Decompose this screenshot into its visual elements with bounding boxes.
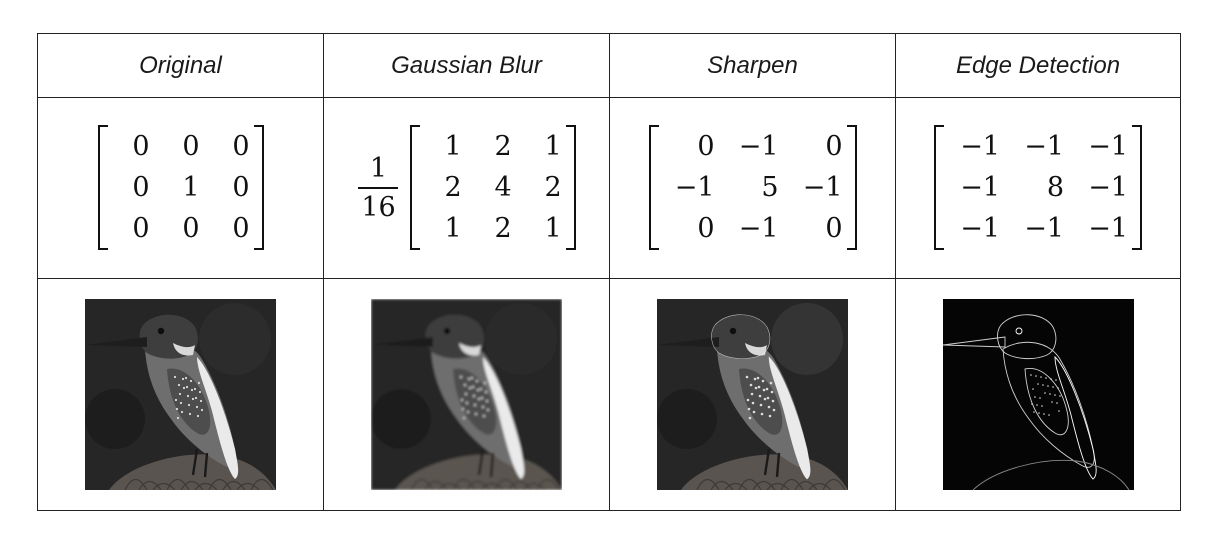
- kernel-matrix: 0 0 0 0 1 0 0 0 0: [97, 125, 264, 251]
- matrix-entry: −1: [1024, 131, 1064, 163]
- fraction-bar: [358, 187, 399, 189]
- header-cell-edge-detection: Edge Detection: [895, 32, 1181, 99]
- kernel-cell-sharpen: 0 −1 0 −1 5 −1 0 −1 0: [609, 97, 896, 279]
- matrix-entry: 0: [132, 172, 150, 203]
- matrix-entry: 0: [132, 131, 150, 163]
- image-row: [37, 277, 1181, 511]
- matrix-entry: −1: [960, 212, 1000, 244]
- kingfisher-sharpen-image: [657, 298, 848, 490]
- matrix-entry: 1: [444, 212, 462, 244]
- matrix-entry: 2: [444, 172, 462, 203]
- kernel-comparison-table: Original Gaussian Blur Sharpen Edge Dete…: [37, 32, 1181, 511]
- matrix-entry: 2: [544, 172, 562, 203]
- kingfisher-edge-image: [942, 298, 1134, 490]
- matrix-entry: −1: [738, 131, 779, 163]
- kernel-matrix: −1 −1 −1 −1 8 −1 −1 −1 −1: [934, 125, 1142, 251]
- matrix-entry: 1: [182, 172, 200, 203]
- matrix-entry: 0: [232, 131, 250, 163]
- header-cell-gaussian-blur: Gaussian Blur: [323, 32, 610, 99]
- kernel-cell-edge-detection: −1 −1 −1 −1 8 −1 −1 −1 −1: [895, 97, 1181, 279]
- matrix-brackets: 1 2 1 2 4 2 1 2 1: [409, 125, 576, 251]
- matrix-entry: 2: [494, 212, 512, 244]
- matrix-entry: 0: [697, 212, 715, 244]
- matrix-brackets: −1 −1 −1 −1 8 −1 −1 −1 −1: [934, 125, 1142, 251]
- matrix-entry: 0: [182, 131, 200, 163]
- matrix-entry: 0: [232, 212, 250, 244]
- image-cell-sharpen: [609, 277, 896, 511]
- image-cell-gaussian-blur: [323, 277, 610, 511]
- matrix-grid: 0 −1 0 −1 5 −1 0 −1 0: [657, 129, 849, 246]
- matrix-entry: −1: [802, 172, 843, 203]
- kernel-matrix: 1 16 1 2 1 2 4 2 1 2 1: [357, 125, 576, 251]
- matrix-entry: 8: [1046, 172, 1064, 203]
- matrix-entry: 0: [182, 212, 200, 244]
- fraction-numerator: 1: [369, 153, 388, 185]
- image-cell-edge-detection: [895, 277, 1181, 511]
- kernel-cell-original: 0 0 0 0 1 0 0 0 0: [37, 97, 324, 279]
- matrix-entry: −1: [1088, 172, 1128, 203]
- matrix-entry: 1: [444, 131, 462, 163]
- matrix-entry: −1: [960, 131, 1000, 163]
- matrix-entry: 0: [232, 172, 250, 203]
- header-row: Original Gaussian Blur Sharpen Edge Dete…: [37, 32, 1181, 99]
- matrix-entry: 1: [544, 131, 562, 163]
- scale-fraction: 1 16: [357, 155, 399, 221]
- matrix-entry: −1: [674, 172, 715, 203]
- header-cell-original: Original: [37, 32, 324, 99]
- matrix-grid: −1 −1 −1 −1 8 −1 −1 −1 −1: [942, 129, 1134, 246]
- matrix-grid: 1 2 1 2 4 2 1 2 1: [418, 129, 568, 246]
- matrix-entry: 1: [544, 212, 562, 244]
- matrix-grid: 0 0 0 0 1 0 0 0 0: [106, 129, 256, 246]
- kernel-cell-gaussian-blur: 1 16 1 2 1 2 4 2 1 2 1: [323, 97, 610, 279]
- column-title: Original: [139, 51, 222, 79]
- image-cell-original: [37, 277, 324, 511]
- kernel-row: 0 0 0 0 1 0 0 0 0 1: [37, 97, 1181, 279]
- column-title: Sharpen: [707, 51, 798, 79]
- matrix-entry: 4: [494, 172, 512, 203]
- matrix-entry: 0: [825, 212, 843, 244]
- matrix-entry: −1: [738, 212, 779, 244]
- kernel-matrix: 0 −1 0 −1 5 −1 0 −1 0: [648, 125, 857, 251]
- matrix-entry: −1: [1024, 212, 1064, 244]
- kingfisher-blur-image: [371, 298, 562, 490]
- kingfisher-original-image: [85, 298, 276, 490]
- matrix-entry: 0: [825, 131, 843, 163]
- matrix-entry: 0: [697, 131, 715, 163]
- fraction-denominator: 16: [361, 191, 396, 223]
- column-title: Gaussian Blur: [391, 51, 542, 79]
- matrix-entry: 5: [761, 172, 779, 203]
- header-cell-sharpen: Sharpen: [609, 32, 896, 99]
- matrix-entry: 0: [132, 212, 150, 244]
- matrix-entry: −1: [1088, 131, 1128, 163]
- matrix-entry: −1: [960, 172, 1000, 203]
- matrix-brackets: 0 −1 0 −1 5 −1 0 −1 0: [648, 125, 857, 251]
- matrix-brackets: 0 0 0 0 1 0 0 0 0: [97, 125, 264, 251]
- matrix-entry: −1: [1088, 212, 1128, 244]
- matrix-entry: 2: [494, 131, 512, 163]
- column-title: Edge Detection: [955, 51, 1121, 79]
